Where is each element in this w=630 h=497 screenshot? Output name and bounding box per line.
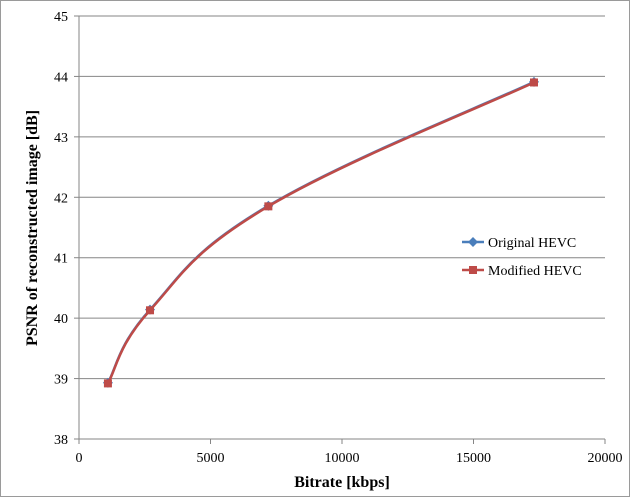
series-line-modified-hevc: [106, 81, 535, 385]
y-tick-label: 45: [54, 10, 68, 25]
y-tick-label: 41: [54, 252, 68, 267]
x-tick-label: 20000: [588, 451, 623, 466]
series-layer: [102, 76, 539, 388]
y-tick-label: 39: [54, 373, 68, 388]
axes: [78, 16, 605, 440]
x-tick-label: 0: [76, 451, 83, 466]
y-tick-label: 42: [54, 191, 68, 206]
legend-marker-modified-hevc: [469, 266, 477, 274]
series-line-original-hevc: [106, 80, 535, 384]
legend-marker-original-hevc: [468, 237, 478, 247]
legend-label-original-hevc: Original HEVC: [488, 236, 576, 251]
y-tick-label: 40: [54, 312, 68, 327]
y-tick-label: 44: [54, 70, 68, 85]
modified-hevc-point: [264, 202, 273, 211]
y-tick-label: 43: [54, 131, 68, 146]
y-tick-label: 38: [54, 433, 68, 448]
modified-hevc-point: [146, 306, 155, 315]
legend-label-modified-hevc: Modified HEVC: [488, 264, 582, 279]
legend: Original HEVC Modified HEVC: [462, 236, 582, 279]
x-axis-title: Bitrate [kbps]: [294, 474, 390, 491]
modified-hevc-point: [529, 78, 538, 87]
y-axis-title: PSNR of reconstructed image [dB]: [24, 110, 41, 346]
modified-hevc-point: [103, 379, 112, 388]
x-tick-labels: 0 5000 10000 15000 20000: [76, 451, 623, 466]
x-tick-label: 10000: [325, 451, 360, 466]
gridlines: [74, 15, 606, 444]
x-tick-label: 5000: [197, 451, 225, 466]
y-tick-labels: 38 39 40 41 42 43 44 45: [54, 10, 68, 448]
x-tick-label: 15000: [456, 451, 491, 466]
